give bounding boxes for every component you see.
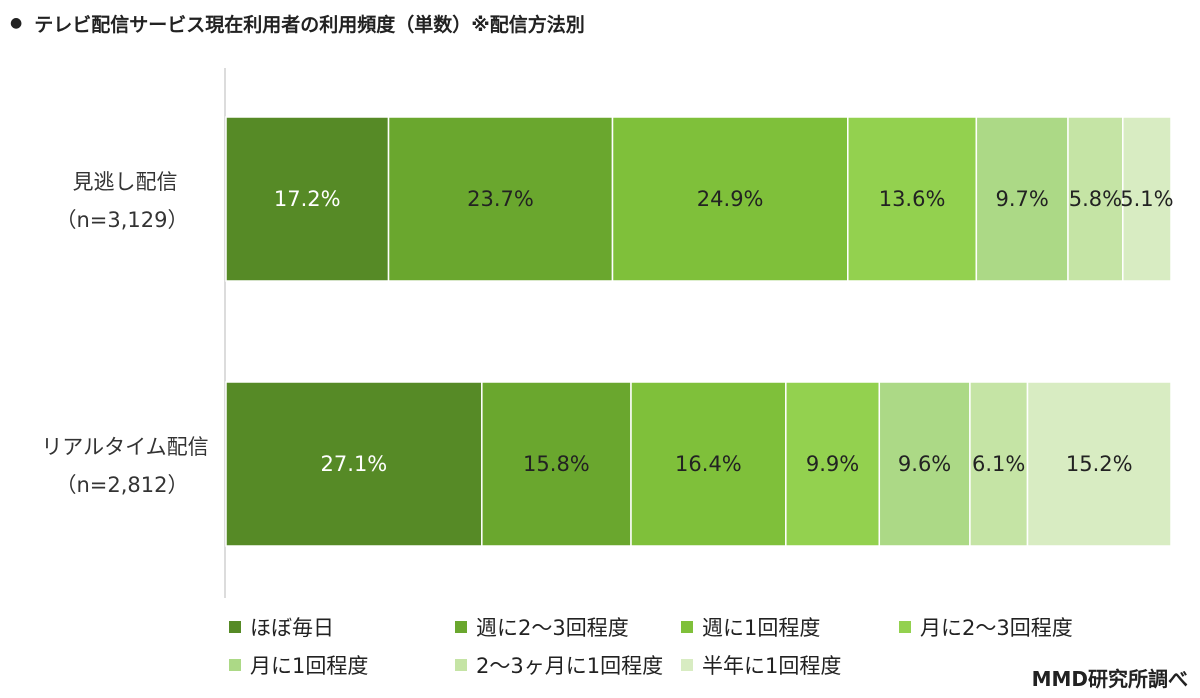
bar-segment — [1067, 116, 1124, 282]
bar-segment — [1122, 116, 1172, 282]
bar-value-label: 9.6% — [898, 452, 951, 476]
legend-label: 月に1回程度 — [250, 654, 369, 678]
legend-item: 月に2～3回程度 — [899, 612, 1073, 642]
legend-swatch — [455, 659, 467, 671]
legend-item: 週に2～3回程度 — [455, 612, 629, 642]
legend-item: 週に1回程度 — [681, 612, 820, 642]
legend-item: 2～3ヶ月に1回程度 — [455, 650, 663, 680]
stacked-bar-chart: 17.2% 23.7% 24.9% 13.6% 9.7% 5.8%5.1% 27.1% 15.… — [41, 68, 1174, 598]
bar-segment — [975, 116, 1069, 282]
bar-value-label: 5.1% — [1120, 187, 1173, 211]
bar-value-label: 16.4% — [675, 452, 742, 476]
legend-label: 週に1回程度 — [702, 616, 821, 640]
legend-swatch — [229, 621, 241, 633]
legend-label: 半年に1回程度 — [702, 654, 842, 678]
bar-segment — [969, 381, 1029, 547]
legend-label: 2～3ヶ月に1回程度 — [476, 654, 664, 678]
bar-segment — [225, 116, 390, 282]
legend-label: 月に2～3回程度 — [920, 616, 1073, 640]
bar-value-label: 9.7% — [995, 187, 1048, 211]
bar-value-label: 13.6% — [879, 187, 946, 211]
bar-value-label: 5.8% — [1069, 187, 1122, 211]
legend-swatch — [455, 621, 467, 633]
bar-value-label: 24.9% — [697, 187, 764, 211]
legend-item: ほぼ毎日 — [229, 612, 334, 642]
legend-swatch — [681, 621, 693, 633]
chart-title: テレビ配信サービス現在利用者の利用頻度（単数）※配信方法別 — [34, 13, 585, 36]
bar-value-label: 9.9% — [806, 452, 859, 476]
legend-swatch — [681, 659, 693, 671]
bar-segment — [878, 381, 971, 547]
bar-value-label: 6.1% — [972, 452, 1025, 476]
legend-label: 週に2～3回程度 — [476, 616, 629, 640]
bar-segment — [225, 381, 483, 547]
bar-segment — [785, 381, 881, 547]
bar-value-label: 23.7% — [467, 187, 534, 211]
legend-swatch — [899, 621, 911, 633]
category-labels-group: 見逃し配信 （n=3,129） リアルタイム配信 （n=2,812） — [41, 170, 208, 497]
legend-label: ほぼ毎日 — [250, 616, 334, 640]
bar-segment — [847, 116, 978, 282]
bars-group: 17.2% 23.7% 24.9% 13.6% 9.7% 5.8%5.1% 27.1% 15.… — [225, 116, 1174, 547]
bar-value-label: 27.1% — [321, 452, 388, 476]
legend-item: 月に1回程度 — [229, 650, 368, 680]
bar-value-label: 15.2% — [1066, 452, 1133, 476]
category-label: リアルタイム配信 — [41, 435, 208, 459]
category-sample-size: （n=3,129） — [55, 208, 188, 232]
title-bullet: ● — [10, 15, 23, 31]
category-sample-size: （n=2,812） — [55, 473, 188, 497]
bar-value-label: 17.2% — [274, 187, 341, 211]
source-note: MMD研究所調べ — [1031, 667, 1188, 691]
bar-segment — [1026, 381, 1172, 547]
bar-segment — [611, 116, 849, 282]
bar-segment — [387, 116, 614, 282]
legend-swatch — [229, 659, 241, 671]
bar-segment — [481, 381, 632, 547]
category-label: 見逃し配信 — [73, 170, 178, 194]
chart-title-row: ● テレビ配信サービス現在利用者の利用頻度（単数）※配信方法別 — [10, 8, 585, 38]
legend-item: 半年に1回程度 — [681, 650, 841, 680]
bar-value-label: 15.8% — [523, 452, 590, 476]
